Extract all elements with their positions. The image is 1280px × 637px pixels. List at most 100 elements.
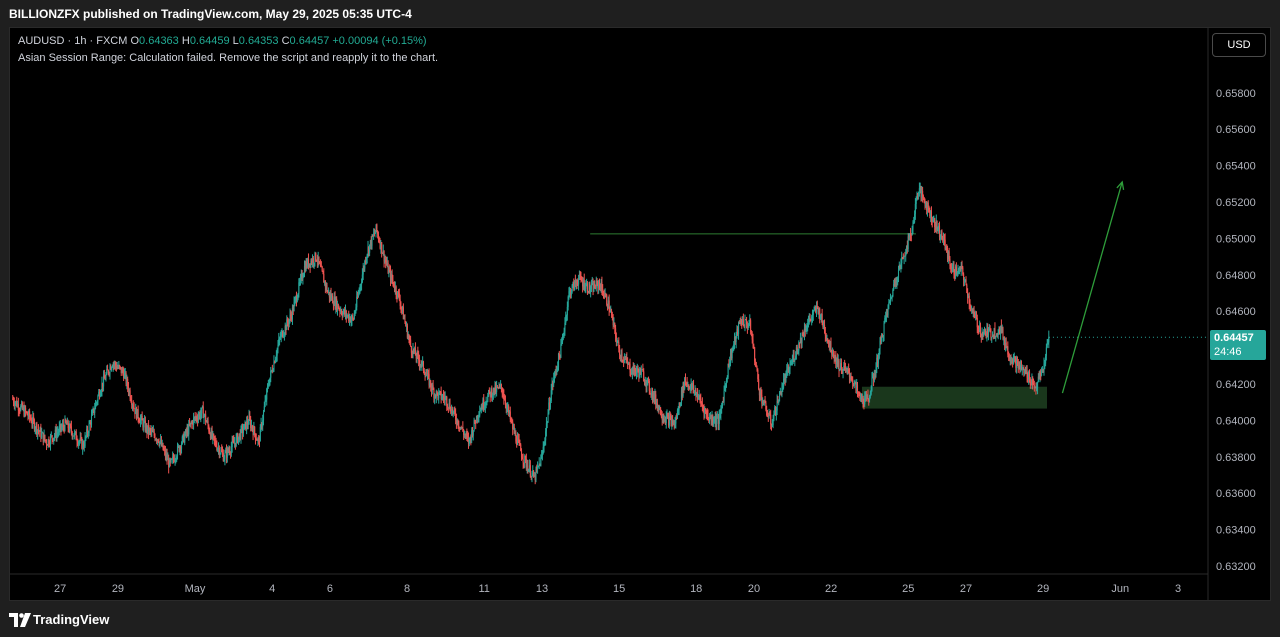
candle-body (662, 418, 664, 420)
candle-body (620, 353, 622, 359)
candle-body (86, 429, 88, 437)
candle-body (1012, 359, 1014, 364)
candle-body (774, 407, 776, 415)
candle-body (250, 425, 253, 428)
candle-body (552, 382, 554, 385)
candle-body (29, 411, 31, 418)
candle-body (544, 440, 546, 445)
candle-body (595, 280, 597, 289)
candle-body (672, 420, 674, 425)
candle-body (404, 318, 406, 323)
candle-body (833, 356, 835, 359)
candle-body (405, 322, 407, 327)
candle-body (317, 256, 319, 262)
candle-body (898, 264, 900, 271)
candle-body (685, 382, 687, 384)
candle-body (822, 321, 824, 328)
candle-body (34, 428, 36, 430)
candle-body (343, 309, 345, 313)
chart-frame[interactable] (9, 27, 1271, 601)
candle-body (192, 421, 194, 425)
candle-body (230, 447, 232, 454)
candle-body (292, 307, 294, 311)
candle-body (513, 427, 515, 434)
candle-body (677, 410, 679, 412)
candle-body (370, 240, 372, 246)
candle-body (139, 418, 142, 423)
candle-body (980, 333, 982, 338)
candle-body (912, 222, 914, 230)
candle-body (982, 332, 984, 336)
candle-body (318, 256, 320, 263)
candle-body (783, 378, 785, 388)
candle-body (263, 406, 265, 412)
candle-body (469, 437, 471, 439)
candle-body (836, 358, 838, 366)
candle-body (954, 274, 956, 276)
candle-body (66, 420, 68, 425)
candle-body (1014, 356, 1016, 358)
candle-body (752, 339, 754, 346)
candle-body (628, 363, 630, 365)
candle-body (116, 367, 118, 369)
candle-body (773, 414, 775, 419)
candle-body (811, 314, 814, 317)
candle-body (823, 324, 825, 328)
candle-body (808, 317, 810, 322)
candle-body (989, 328, 991, 330)
candle-body (659, 407, 661, 410)
candle-body (361, 282, 363, 285)
candle-body (909, 233, 911, 237)
candle-body (763, 399, 765, 405)
candle-body (1015, 357, 1017, 368)
candle-body (413, 348, 415, 352)
candle-body (93, 408, 95, 413)
candle-body (1017, 361, 1019, 369)
candle-body (666, 415, 668, 416)
candle-body (115, 362, 117, 366)
candle-body (762, 401, 764, 404)
candle-body (1031, 379, 1033, 386)
candle-body (166, 454, 168, 461)
candle-body (623, 359, 625, 362)
candle-body (254, 433, 257, 440)
candle-body (955, 266, 957, 275)
candle-body (795, 355, 797, 359)
candle-body (635, 371, 638, 374)
candle-body (541, 455, 543, 458)
candle-body (241, 427, 243, 429)
candle-body (475, 423, 477, 424)
candle-body (561, 342, 563, 345)
candle-body (537, 466, 539, 470)
candle-body (937, 228, 939, 230)
candle-body (927, 202, 929, 208)
candle-body (708, 418, 710, 421)
candle-body (1000, 325, 1002, 334)
candle-body (53, 437, 55, 441)
candle-body (830, 341, 832, 353)
candle-body (868, 399, 870, 400)
candle-body (522, 459, 524, 463)
candle-body (162, 443, 164, 450)
candle-body (714, 416, 716, 422)
candle-body (648, 380, 650, 391)
symbol-label[interactable]: AUDUSD · 1h · FXCM (18, 35, 128, 47)
candle-body (61, 427, 63, 430)
candle-body (459, 426, 461, 429)
x-tick-label: 29 (112, 583, 124, 595)
candle-body (516, 441, 518, 445)
candle-body (741, 322, 743, 325)
candle-body (646, 379, 648, 387)
candle-body (722, 401, 724, 403)
candle-body (309, 263, 311, 267)
candle-body (499, 385, 501, 387)
candle-body (1030, 384, 1032, 386)
candle-body (186, 428, 188, 434)
candle-body (564, 322, 566, 332)
candle-body (707, 414, 709, 419)
currency-button[interactable]: USD (1212, 33, 1266, 57)
tradingview-brand[interactable]: TradingView (33, 612, 110, 627)
candle-body (164, 450, 167, 457)
candle-body (172, 456, 175, 460)
